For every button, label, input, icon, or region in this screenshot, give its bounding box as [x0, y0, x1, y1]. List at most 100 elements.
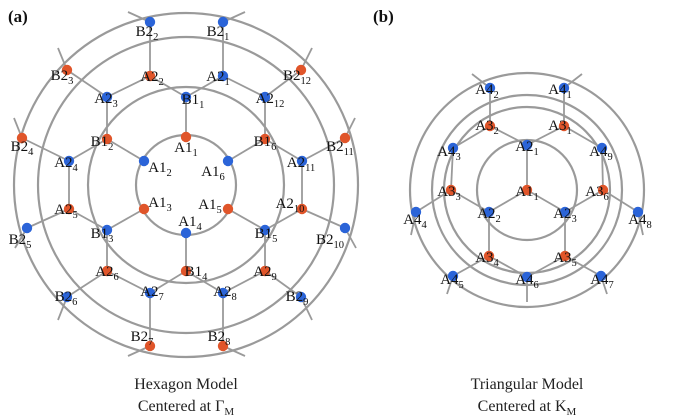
site-label-subscript: 6 [72, 297, 77, 308]
site-label-subscript: 11 [344, 147, 354, 158]
bond [526, 255, 566, 278]
panel-b-caption-line1: Triangular Model [471, 376, 584, 393]
site-label-subscript: 10 [334, 240, 345, 251]
site-label: A16 [201, 164, 225, 183]
site-label: A29 [253, 264, 277, 283]
site-label-base: A4 [440, 272, 459, 288]
bond [452, 255, 490, 277]
atom-b-site [295, 291, 307, 303]
site-label-base: B2 [131, 329, 149, 345]
panel-a-atoms [16, 16, 351, 352]
site-label-subscript: 2 [167, 168, 172, 179]
atom-a-site [295, 64, 307, 76]
site-label: A21 [515, 139, 539, 158]
site-label-base: A2 [95, 264, 113, 280]
site-label: B27 [131, 329, 154, 348]
site-label: A12 [148, 160, 172, 179]
site-label-subscript: 2 [494, 90, 499, 101]
site-label: A13 [148, 195, 172, 214]
atom-a-site [138, 203, 150, 215]
atom-b-site [484, 82, 496, 94]
atom-b-site [63, 155, 75, 167]
atom-b-site [217, 287, 229, 299]
bond [526, 189, 566, 213]
site-label-base: B2 [207, 24, 225, 40]
site-label: B212 [283, 68, 311, 87]
panel-a-caption-sub: M [224, 406, 234, 417]
atom-b-site [217, 16, 229, 28]
site-label-base: A1 [174, 140, 192, 156]
bond [450, 147, 454, 191]
panel-a-caption-line1: Hexagon Model [134, 376, 238, 393]
atom-b-site [521, 139, 533, 151]
site-label-base: B2 [55, 289, 73, 305]
site-label-subscript: 9 [608, 152, 613, 163]
site-label: B15 [255, 226, 278, 245]
site-label-subscript: 3 [113, 99, 118, 110]
site-label: B210 [316, 232, 344, 251]
atom-b-site [101, 224, 113, 236]
site-label-base: A2 [206, 69, 224, 85]
site-label: B29 [286, 289, 309, 308]
atom-b-site [180, 91, 192, 103]
site-label-base: A1 [201, 164, 219, 180]
atom-a-site [180, 131, 192, 143]
bond [488, 189, 528, 213]
site-label-base: A1 [515, 184, 533, 200]
site-label: A27 [140, 284, 164, 303]
bond [301, 137, 346, 162]
site-label-base: A3 [437, 184, 455, 200]
atom-b-site [595, 270, 607, 282]
atom-b-site [101, 91, 113, 103]
site-label: B12 [91, 134, 114, 153]
atom-b-site [180, 227, 192, 239]
site-label-subscript: 6 [220, 172, 225, 183]
atom-a-site [63, 203, 75, 215]
bond [66, 69, 108, 98]
site-label-base: A1 [198, 197, 216, 213]
site-label-base: B2 [51, 68, 69, 84]
bond [415, 189, 452, 213]
ring-4 [12, 11, 360, 359]
hexagon-model-panel: (a) [8, 7, 360, 417]
site-label-base: B2 [11, 139, 29, 155]
site-label-subscript: 7 [159, 292, 164, 303]
site-label-base: B1 [91, 134, 109, 150]
site-label-subscript: 1 [534, 147, 539, 158]
atom-a-site [483, 250, 495, 262]
site-label-subscript: 6 [114, 272, 119, 283]
site-label-subscript: 12 [301, 76, 312, 87]
site-label-subscript: 2 [153, 32, 158, 43]
atom-b-site [410, 206, 422, 218]
site-label: A210 [276, 196, 305, 215]
atom-b-site [559, 206, 571, 218]
site-label-base: A4 [628, 212, 647, 228]
site-label: A212 [256, 91, 285, 110]
atom-b-site [483, 206, 495, 218]
bond [227, 208, 266, 231]
atom-b-site [558, 82, 570, 94]
bond [602, 189, 639, 213]
bond [26, 208, 70, 229]
site-label-base: B2 [316, 232, 334, 248]
site-label: A41 [548, 82, 572, 101]
site-label-subscript: 2 [159, 77, 164, 88]
site-label: A34 [475, 250, 499, 269]
site-label-subscript: 1 [224, 32, 229, 43]
site-label-base: A3 [585, 184, 603, 200]
atom-b-site [447, 142, 459, 154]
site-label-base: B2 [286, 289, 304, 305]
atom-a-site [16, 132, 28, 144]
site-label-base: A4 [515, 272, 534, 288]
site-label: B16 [254, 134, 277, 153]
atom-a-site [484, 120, 496, 132]
site-label: B11 [182, 92, 205, 111]
atom-b-site [217, 70, 229, 82]
site-label: A35 [553, 250, 577, 269]
panel-a-labels: A11A12A13A14A15A16B11B12B13B14B15B16A21A… [9, 24, 354, 348]
atom-b-site [521, 271, 533, 283]
atom-a-site [259, 265, 271, 277]
site-label-base: B1 [254, 134, 272, 150]
bond [564, 255, 602, 277]
